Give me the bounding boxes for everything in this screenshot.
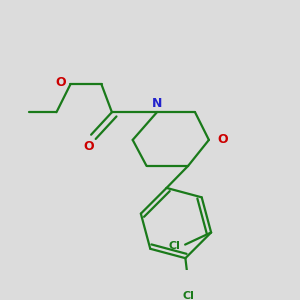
Text: O: O — [83, 140, 94, 153]
Text: Cl: Cl — [168, 241, 180, 251]
Text: O: O — [218, 134, 228, 146]
Text: N: N — [152, 98, 162, 110]
Text: Cl: Cl — [183, 291, 195, 300]
Text: O: O — [56, 76, 66, 89]
